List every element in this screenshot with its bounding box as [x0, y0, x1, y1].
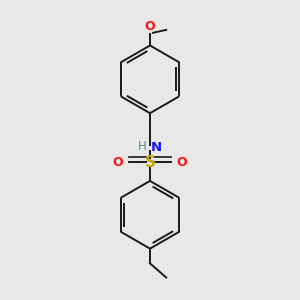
Text: N: N: [151, 141, 162, 154]
Text: S: S: [145, 155, 155, 170]
Text: H: H: [137, 140, 146, 153]
Text: O: O: [176, 156, 187, 169]
Text: O: O: [113, 156, 124, 169]
Text: O: O: [145, 20, 155, 33]
